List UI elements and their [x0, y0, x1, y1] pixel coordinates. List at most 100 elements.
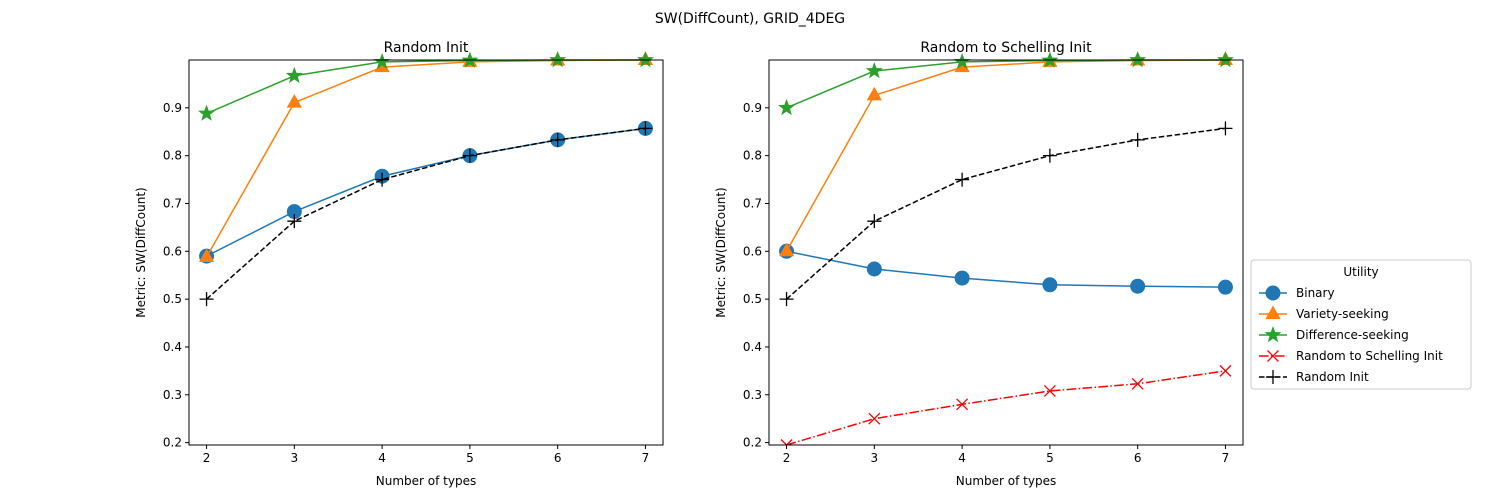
panels: Random Init 2 3 4 5 6 7 0.2 0.3 0.4 0.5 0.6 0.7 0.8 0.…	[134, 40, 1244, 488]
panel-1-series-random-init	[199, 121, 653, 307]
data-point-random-to-schelling-init-x5	[1043, 384, 1056, 397]
panel-2-series-random-to-schelling-init	[780, 364, 1232, 445]
panel-2-ytick-label: 0.8	[743, 149, 762, 163]
panel-1-ytick-label: 0.4	[163, 340, 182, 354]
panel-1-xtick-label: 5	[466, 451, 474, 465]
data-point-difference-seeking-x2	[778, 98, 796, 116]
panel-2-ytick-label: 0.4	[743, 340, 762, 354]
legend-marker-variety-seeking	[1265, 305, 1281, 319]
legend-label-variety-seeking: Variety-seeking	[1296, 307, 1389, 321]
data-point-random-init-x4	[375, 172, 390, 187]
data-point-random-init-x3	[287, 214, 302, 229]
legend-label-random-init: Random Init	[1296, 370, 1369, 384]
data-point-random-to-schelling-init-x2	[780, 439, 793, 445]
data-point-random-init-x2	[199, 292, 214, 307]
figure-suptitle: SW(DiffCount), GRID_4DEG	[655, 11, 845, 27]
data-point-random-init-x6	[550, 132, 565, 147]
data-point-random-init-x4	[955, 172, 970, 187]
data-point-binary-x5	[1042, 277, 1058, 293]
panel-1: Random Init 2 3 4 5 6 7 0.2 0.3 0.4 0.5 0.6 0.7 0.8 0.…	[134, 40, 664, 488]
legend-entries: Binary Variety-seeking Difference-seeking R…	[1259, 285, 1443, 384]
panel-2-xlabel: Number of types	[956, 474, 1056, 488]
panel-2-xtick-label: 6	[1134, 451, 1142, 465]
panel-1-xtick-label: 2	[203, 451, 211, 465]
panel-2-ytick-label: 0.3	[743, 388, 762, 402]
legend-marker-difference-seeking	[1264, 326, 1282, 343]
series-line-binary	[786, 250, 1226, 288]
panel-2-xtick-label: 2	[783, 451, 791, 465]
data-point-variety-seeking-x3	[866, 86, 882, 101]
panel-2-xtick-label: 7	[1222, 451, 1230, 465]
panel-1-ytick-label: 0.5	[163, 292, 182, 306]
data-point-difference-seeking-x7	[1216, 51, 1234, 68]
legend-item-difference-seeking: Difference-seeking	[1259, 326, 1409, 343]
panel-2-series	[778, 51, 1234, 445]
panel-2: Random to Schelling Init 2 3 4 5 6 7 0.2 0.3 0.4 0…	[714, 40, 1244, 488]
data-point-variety-seeking-x2	[778, 242, 795, 257]
panel-1-xtick-label: 4	[378, 451, 386, 465]
panel-2-xtick-label: 5	[1046, 451, 1054, 465]
data-point-binary-x7	[1217, 279, 1233, 295]
panel-2-ylabel: Metric: SW(DiffCount)	[714, 187, 728, 318]
legend-item-variety-seeking: Variety-seeking	[1259, 305, 1389, 321]
legend-item-random-to-schelling-init: Random to Schelling Init	[1259, 349, 1443, 363]
data-point-difference-seeking-x2	[198, 104, 216, 121]
panel-2-xtick-label: 4	[958, 451, 966, 465]
data-point-difference-seeking-x3	[285, 66, 303, 84]
legend-title: Utility	[1343, 265, 1378, 279]
legend-marker-random-init	[1266, 370, 1280, 384]
data-point-random-to-schelling-init-x4	[956, 398, 969, 411]
panel-2-series-binary	[779, 243, 1233, 295]
panel-2-title: Random to Schelling Init	[920, 40, 1092, 56]
legend-marker-random-to-schelling-init	[1267, 350, 1279, 362]
data-point-random-init-x5	[462, 148, 477, 163]
data-point-random-init-x7	[638, 121, 653, 136]
data-point-random-to-schelling-init-x6	[1131, 377, 1144, 390]
legend-label-difference-seeking: Difference-seeking	[1296, 328, 1409, 342]
data-point-variety-seeking-x3	[286, 94, 302, 108]
panel-2-ytick-label: 0.9	[743, 101, 762, 115]
data-point-binary-x3	[866, 261, 882, 277]
panel-1-ytick-label: 0.9	[163, 101, 182, 115]
data-point-random-to-schelling-init-x7	[1219, 364, 1232, 377]
panel-1-xtick-label: 3	[291, 451, 299, 465]
data-point-difference-seeking-x6	[549, 51, 567, 68]
panel-1-ytick-label: 0.7	[163, 196, 182, 210]
panel-1-xtick-label: 7	[642, 451, 650, 465]
panel-2-xtick-label: 3	[871, 451, 879, 465]
panel-2-ytick-label: 0.5	[743, 292, 762, 306]
panel-2-ytick-label: 0.2	[743, 436, 762, 450]
data-point-binary-x4	[954, 270, 970, 286]
panel-2-ytick-label: 0.7	[743, 196, 762, 210]
legend: Utility Binary Variety-seeking Difference-…	[1250, 259, 1472, 390]
panel-1-ytick-label: 0.6	[163, 244, 182, 258]
panel-1-ylabel: Metric: SW(DiffCount)	[134, 187, 148, 318]
legend-marker-binary	[1265, 285, 1281, 301]
legend-item-random-init: Random Init	[1259, 370, 1369, 384]
series-line-random-init	[206, 127, 646, 300]
panel-1-axes-frame	[188, 59, 664, 446]
data-point-difference-seeking-x6	[1129, 51, 1147, 68]
panel-2-axes-frame	[768, 59, 1244, 446]
legend-label-binary: Binary	[1296, 286, 1335, 300]
data-point-random-to-schelling-init-x3	[868, 412, 881, 425]
data-point-difference-seeking-x3	[865, 62, 883, 79]
data-point-binary-x6	[1130, 278, 1146, 294]
panel-1-ytick-label: 0.8	[163, 149, 182, 163]
data-point-variety-seeking-x2	[198, 248, 215, 263]
panel-1-xlabel: Number of types	[376, 474, 476, 488]
panel-1-ytick-label: 0.3	[163, 388, 182, 402]
series-line-random-to-schelling-init	[786, 370, 1226, 445]
data-point-difference-seeking-x7	[636, 51, 654, 68]
legend-label-random-to-schelling-init: Random to Schelling Init	[1296, 349, 1443, 363]
panel-2-series-random-init	[779, 121, 1233, 307]
panel-1-ytick-label: 0.2	[163, 436, 182, 450]
series-line-random-init	[786, 127, 1226, 300]
data-point-random-init-x5	[1042, 148, 1057, 163]
data-point-random-init-x6	[1130, 132, 1145, 147]
panel-1-xtick-label: 6	[554, 451, 562, 465]
legend-item-binary: Binary	[1259, 285, 1335, 301]
panel-2-ytick-label: 0.6	[743, 244, 762, 258]
legend-frame	[1250, 259, 1472, 390]
